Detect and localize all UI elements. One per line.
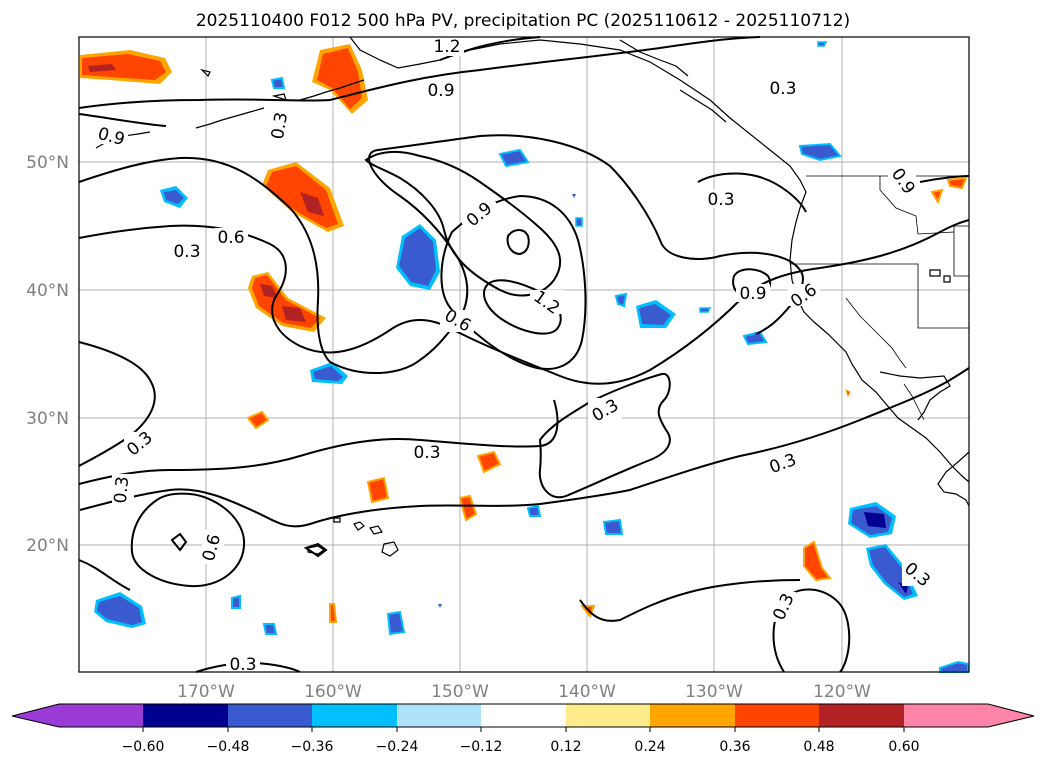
figure-title: 2025110400 F012 500 hPa PV, precipitatio… xyxy=(196,11,850,31)
lat-label: 40°N xyxy=(26,281,69,301)
lat-label: 20°N xyxy=(26,536,69,556)
political-boundaries xyxy=(790,175,970,421)
contour-label: 1.2 xyxy=(433,37,460,57)
colorbar-box xyxy=(566,704,651,727)
contour-label: 0.3 xyxy=(173,242,200,262)
colorbar-tick-label: 0.24 xyxy=(634,739,665,755)
contour-label: 0.9 xyxy=(739,284,766,304)
map-panel: 1.2 0.9 0.3 0.3 0.9 0.9 0.6 0.3 0.3 0.9 … xyxy=(78,36,970,675)
islands xyxy=(200,68,951,557)
colorbar-ticks xyxy=(142,727,905,732)
colorbar-box xyxy=(143,704,229,727)
colorbar-outline xyxy=(11,703,1035,728)
pv-contours xyxy=(78,36,970,673)
graticule xyxy=(79,37,969,672)
contour-label: 0.3 xyxy=(268,111,292,141)
colorbar-arrow-left xyxy=(12,704,60,727)
colorbar-tick-label: −0.48 xyxy=(207,739,250,755)
longitude-labels: 170°W 160°W 150°W 140°W 130°W 120°W xyxy=(177,682,871,702)
contour-label: 0.9 xyxy=(427,81,454,101)
colorbar-tick-label: −0.60 xyxy=(122,739,165,755)
colorbar-tick-label: 0.12 xyxy=(550,739,581,755)
lon-label: 120°W xyxy=(813,682,871,702)
colorbar-box xyxy=(59,704,144,727)
colorbar-box xyxy=(650,704,736,727)
contour-label: 0.6 xyxy=(217,228,244,248)
colorbar-box xyxy=(904,704,989,727)
colorbar-arrow-right xyxy=(988,704,1034,727)
lon-label: 170°W xyxy=(177,682,235,702)
contour-label: 0.3 xyxy=(413,443,440,463)
colorbar-box xyxy=(481,704,567,727)
colorbar-tick-label: −0.24 xyxy=(376,739,419,755)
colorbar-tick-label: −0.12 xyxy=(460,739,503,755)
colorbar-box xyxy=(397,704,482,727)
contour-labels: 1.2 0.9 0.3 0.3 0.9 0.9 0.6 0.3 0.3 0.9 … xyxy=(94,37,934,675)
lat-label: 50°N xyxy=(26,153,69,173)
map-frame xyxy=(78,36,970,673)
colorbar-tick-label: −0.36 xyxy=(291,739,334,755)
contour-label: 0.3 xyxy=(111,476,133,505)
lon-label: 130°W xyxy=(685,682,743,702)
colorbar-tick-label: 0.48 xyxy=(803,739,834,755)
contour-label: 0.3 xyxy=(229,655,256,675)
lon-label: 140°W xyxy=(558,682,616,702)
colorbar-box xyxy=(735,704,820,727)
colorbar-tick-label: 0.36 xyxy=(719,739,750,755)
colorbar: −0.60 −0.48 −0.36 −0.24 −0.12 0.12 0.24 … xyxy=(11,703,1035,755)
latitude-labels: 50°N 40°N 30°N 20°N xyxy=(26,153,69,556)
colorbar-box xyxy=(312,704,398,727)
colorbar-box xyxy=(819,704,905,727)
contour-label: 0.3 xyxy=(707,190,734,210)
contour-label: 0.3 xyxy=(769,79,796,99)
lon-label: 160°W xyxy=(304,682,362,702)
colorbar-tick-label: 0.60 xyxy=(888,739,919,755)
colorbar-box xyxy=(228,704,313,727)
lat-label: 30°N xyxy=(26,409,69,429)
lon-label: 150°W xyxy=(431,682,489,702)
